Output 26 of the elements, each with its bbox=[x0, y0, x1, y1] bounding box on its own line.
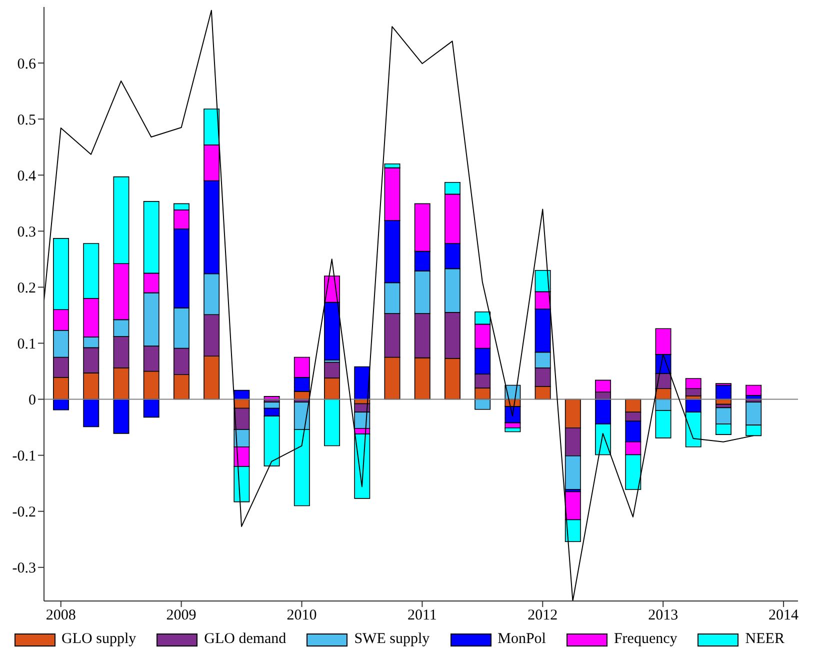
y-tick-label: 0.1 bbox=[17, 336, 36, 353]
y-tick-label: -0.1 bbox=[12, 448, 36, 465]
bar bbox=[354, 366, 370, 400]
x-tick-label: 2013 bbox=[648, 608, 678, 624]
x-tick-label: 2012 bbox=[528, 608, 558, 624]
legend-label: SWE supply bbox=[354, 631, 430, 648]
legend-label: MonPol bbox=[498, 631, 546, 648]
legend-label: GLO demand bbox=[204, 631, 286, 648]
x-tick-label: 2009 bbox=[166, 608, 196, 624]
x-tick-label: 2011 bbox=[407, 608, 437, 624]
y-tick-label: 0.6 bbox=[17, 56, 36, 72]
x-tick-label: 2014 bbox=[768, 608, 800, 624]
legend-label: NEER bbox=[745, 631, 784, 648]
x-tick-label: 2010 bbox=[286, 608, 317, 624]
y-tick-label: 0.3 bbox=[17, 224, 36, 240]
legend-label: GLO supply bbox=[62, 631, 136, 648]
legend-label: Frequency bbox=[614, 631, 678, 648]
x-tick-label: 2008 bbox=[46, 608, 76, 624]
bar bbox=[715, 384, 732, 400]
y-tick-label: 0.2 bbox=[17, 280, 36, 297]
y-tick-label: -0.3 bbox=[12, 560, 36, 577]
y-tick-label: 0 bbox=[28, 392, 36, 409]
y-tick-label: 0.5 bbox=[17, 112, 36, 128]
y-tick-label: 0.4 bbox=[17, 168, 36, 184]
bar bbox=[746, 384, 762, 396]
y-tick-label: -0.2 bbox=[12, 504, 36, 521]
